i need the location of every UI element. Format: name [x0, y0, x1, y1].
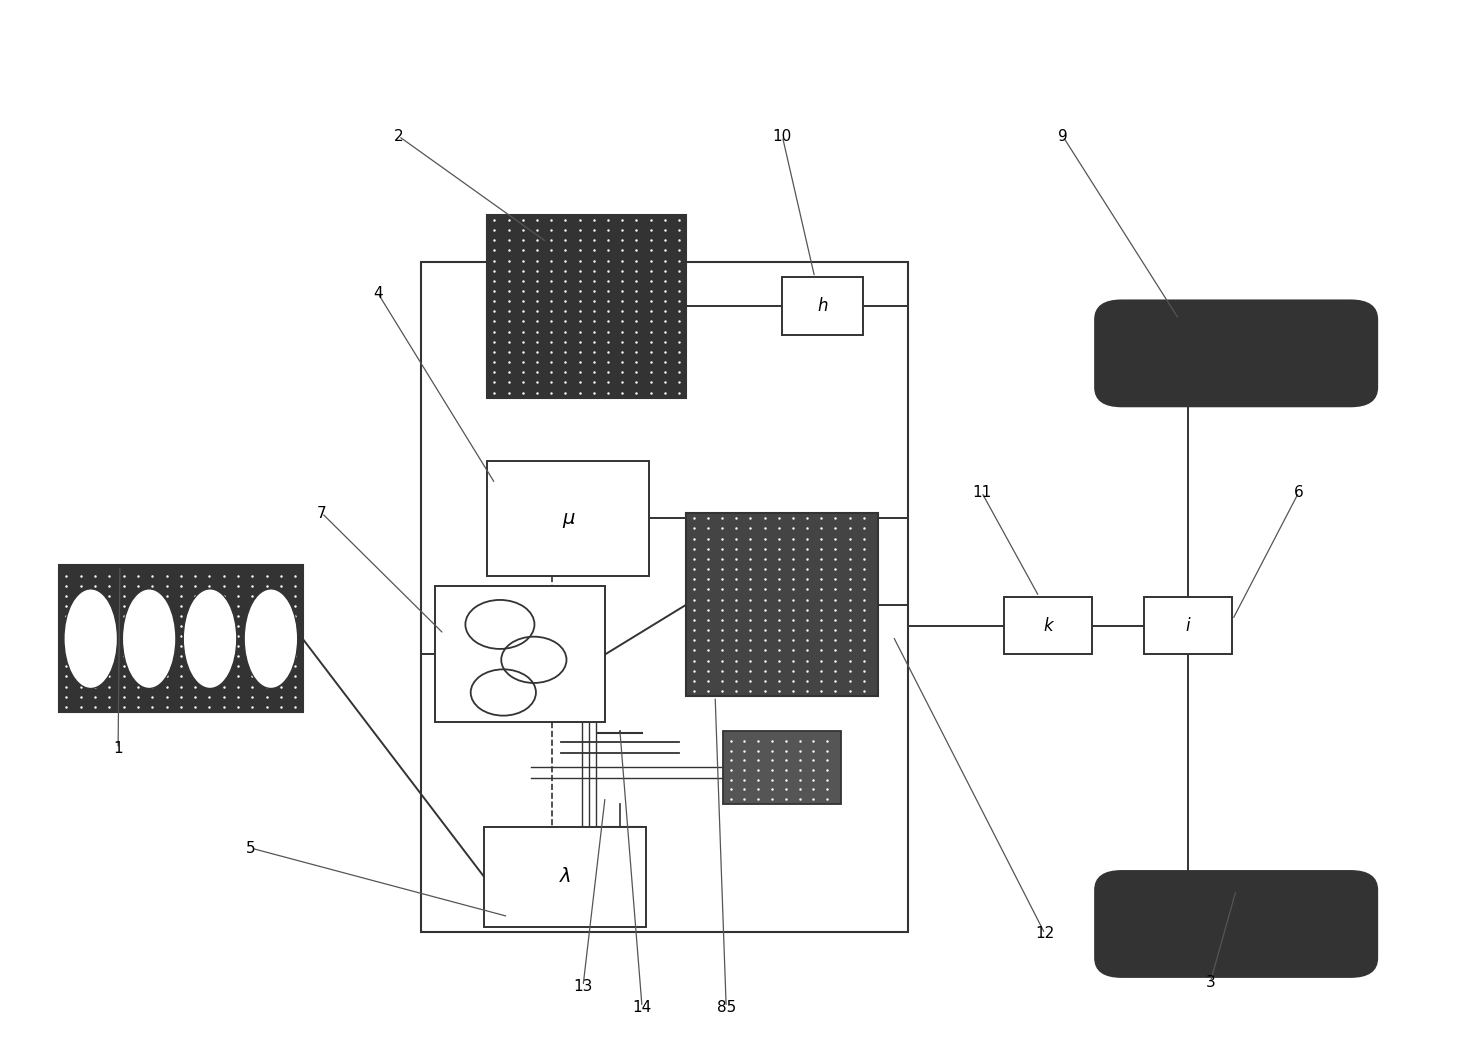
Bar [487, 215, 686, 398]
Text: 6: 6 [1294, 485, 1303, 499]
Text: 11: 11 [971, 485, 992, 499]
Text: 13: 13 [573, 979, 593, 994]
Bar [782, 277, 863, 335]
Bar [723, 731, 841, 804]
Text: 7: 7 [317, 506, 326, 520]
Text: k: k [1044, 617, 1052, 634]
Ellipse shape [123, 588, 176, 689]
Text: 4: 4 [373, 286, 382, 300]
Text: λ: λ [559, 867, 571, 887]
Text: 85: 85 [716, 1000, 737, 1015]
Bar [1144, 597, 1232, 654]
Bar [487, 461, 649, 576]
Text: 9: 9 [1058, 129, 1067, 143]
Bar [421, 262, 908, 932]
Text: 12: 12 [1035, 927, 1055, 941]
Text: i: i [1185, 617, 1191, 634]
FancyBboxPatch shape [1095, 871, 1377, 977]
Text: μ: μ [562, 509, 574, 528]
FancyBboxPatch shape [1095, 300, 1377, 406]
Bar [59, 565, 303, 712]
Text: h: h [818, 297, 828, 315]
Text: 5: 5 [246, 841, 255, 855]
Bar [686, 513, 878, 696]
Bar [435, 586, 605, 722]
Text: 2: 2 [394, 129, 403, 143]
Ellipse shape [244, 588, 298, 689]
Text: 10: 10 [772, 129, 793, 143]
Text: 14: 14 [632, 1000, 652, 1015]
Text: 3: 3 [1206, 975, 1215, 989]
Ellipse shape [63, 588, 118, 689]
Ellipse shape [183, 588, 236, 689]
Bar [484, 827, 646, 927]
Text: 1: 1 [114, 741, 123, 756]
Bar [1004, 597, 1092, 654]
